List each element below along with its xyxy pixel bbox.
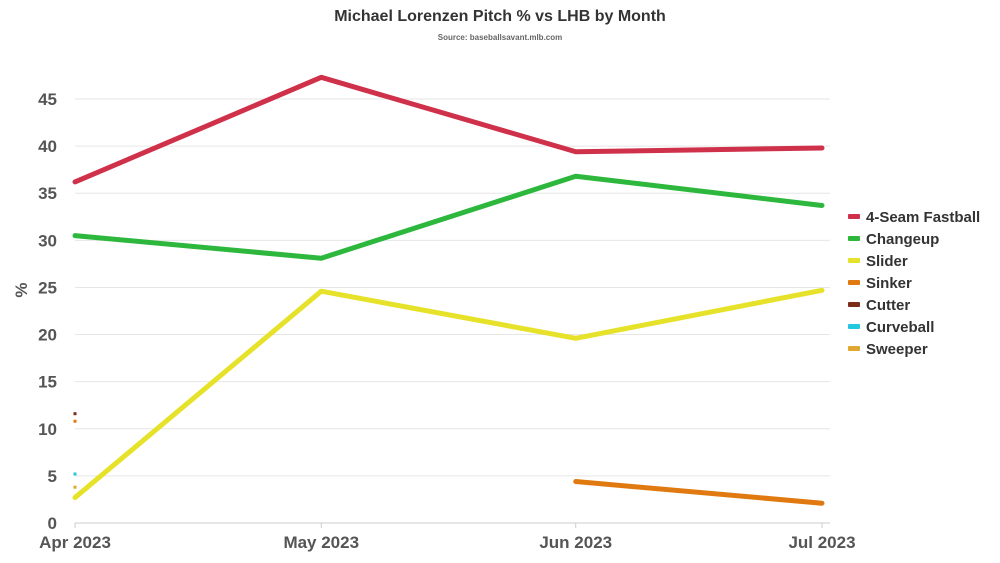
x-tick-label: Jun 2023 [539, 533, 612, 552]
data-point-sweeper [73, 485, 77, 489]
x-tick-label: Jul 2023 [788, 533, 855, 552]
legend-label-sweeper: Sweeper [866, 341, 928, 358]
series-line-changeup [72, 173, 825, 261]
legend-swatch-changeup [848, 236, 860, 241]
legend-label-cutter: Cutter [866, 297, 910, 314]
legend-label-curveball: Curveball [866, 319, 934, 336]
x-tick-label: Apr 2023 [39, 533, 111, 552]
y-tick-label: 30 [38, 231, 57, 250]
y-tick-label: 35 [38, 184, 57, 203]
y-tick-label: 20 [38, 326, 57, 345]
legend-swatch-sweeper [848, 346, 860, 351]
legend-swatch-cutter [848, 302, 860, 307]
y-tick-label: 10 [38, 420, 57, 439]
legend-swatch-4-seam-fastball [848, 214, 860, 219]
legend-label-4-seam-fastball: 4-Seam Fastball [866, 209, 980, 226]
series-line-4-seam-fastball [72, 74, 825, 185]
data-point-curveball [73, 472, 77, 476]
legend-label-sinker: Sinker [866, 275, 912, 292]
y-axis-label: % [12, 282, 31, 297]
x-tick-label: May 2023 [283, 533, 359, 552]
chart-title: Michael Lorenzen Pitch % vs LHB by Month [334, 8, 666, 25]
legend-swatch-curveball [848, 324, 860, 329]
y-tick-label: 40 [38, 137, 57, 156]
legend-label-slider: Slider [866, 253, 908, 270]
legend-swatch-slider [848, 258, 860, 263]
legend-label-changeup: Changeup [866, 231, 939, 248]
series-line-sinker [573, 479, 825, 506]
chart-subtitle: Source: baseballsavant.mlb.com [437, 33, 563, 42]
data-point-sinker [73, 419, 77, 423]
y-tick-label: 25 [38, 278, 57, 297]
y-tick-label: 0 [48, 514, 57, 533]
y-tick-label: 45 [38, 90, 57, 109]
y-tick-label: 5 [48, 467, 57, 486]
data-point-cutter [73, 412, 77, 416]
legend-swatch-sinker [848, 280, 860, 285]
series-line-slider [72, 287, 825, 501]
y-tick-label: 15 [38, 373, 57, 392]
